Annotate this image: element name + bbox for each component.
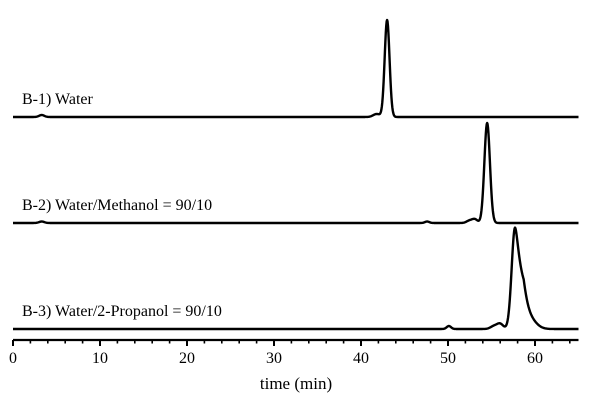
x-tick-label: 20 — [179, 350, 195, 367]
trace-3 — [12, 226, 580, 331]
trace-label-1: B-1) Water — [22, 91, 94, 108]
x-tick-label: 60 — [527, 350, 543, 367]
x-axis-label: time (min) — [260, 374, 332, 393]
x-tick-label: 40 — [353, 350, 369, 367]
x-tick-label: 50 — [440, 350, 456, 367]
trace-1 — [12, 18, 580, 119]
traces — [12, 18, 580, 331]
x-tick-label: 30 — [266, 350, 282, 367]
x-tick-label: 0 — [9, 350, 17, 367]
trace-label-3: B-3) Water/2-Propanol = 90/10 — [22, 303, 222, 320]
trace-labels: B-1) Water B-2) Water/Methanol = 90/10 B-3… — [22, 91, 222, 320]
trace-2 — [12, 121, 580, 225]
trace-label-2: B-2) Water/Methanol = 90/10 — [22, 197, 212, 214]
x-axis: 0 10 20 30 40 50 60 — [9, 338, 579, 367]
x-tick-label: 10 — [92, 350, 108, 367]
